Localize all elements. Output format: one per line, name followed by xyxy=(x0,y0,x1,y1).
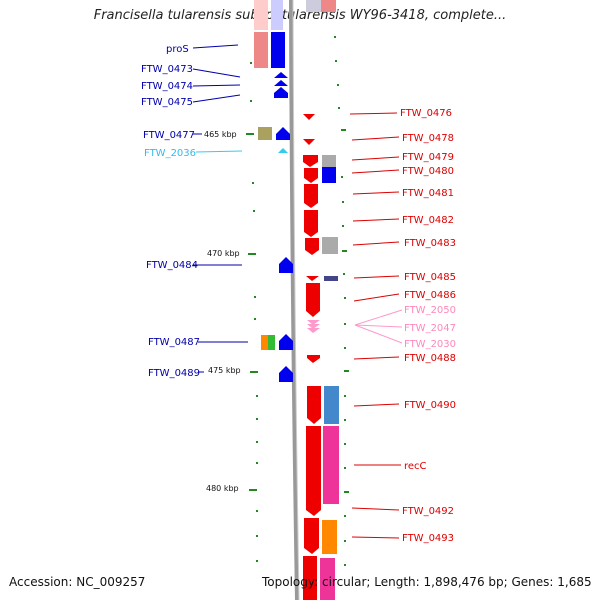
cds-ftw0487-b[interactable] xyxy=(268,335,275,350)
scale-label-470: 470 kbp xyxy=(207,249,240,258)
map-title: Francisella tularensis subsp. tularensis… xyxy=(93,8,507,23)
label-ftw2050[interactable]: FTW_2050 xyxy=(404,305,456,316)
gene-ftw0485[interactable] xyxy=(306,276,319,281)
gene-ftw0475[interactable] xyxy=(274,87,288,98)
right-connectors xyxy=(349,112,401,539)
gene-ftw0474[interactable] xyxy=(274,80,288,86)
scale-label-465: 465 kbp xyxy=(204,130,237,139)
gene-ftw0488[interactable] xyxy=(307,355,320,363)
gene-ftw0477[interactable] xyxy=(276,127,290,140)
label-ftw2036[interactable]: FTW_2036 xyxy=(144,148,196,159)
cds-ftw0485[interactable] xyxy=(324,276,338,281)
gene-ftw0490[interactable] xyxy=(307,386,321,424)
label-ftw0477[interactable]: FTW_0477 xyxy=(143,130,195,141)
left-connectors xyxy=(192,44,248,373)
label-recc[interactable]: recC xyxy=(404,461,427,472)
scale-label-475: 475 kbp xyxy=(208,366,241,375)
label-ftw0487[interactable]: FTW_0487 xyxy=(148,337,200,348)
label-ftw0478[interactable]: FTW_0478 xyxy=(402,133,454,144)
cds-bottom xyxy=(320,558,335,600)
backbone-arc-inner xyxy=(292,0,300,600)
gene-ftw0476[interactable] xyxy=(303,114,315,120)
gene-ftw0489[interactable] xyxy=(279,366,293,382)
gene-ftw0486[interactable] xyxy=(306,283,320,317)
gene-ftw0479[interactable] xyxy=(303,155,318,167)
gene-pros-top xyxy=(271,0,283,30)
reverse-features xyxy=(303,0,339,600)
forward-features xyxy=(254,0,293,382)
accession-text: Accession: NC_009257 xyxy=(9,575,146,589)
gene-ftw0473[interactable] xyxy=(274,72,288,78)
cds-pros[interactable] xyxy=(254,32,268,68)
label-ftw0489[interactable]: FTW_0489 xyxy=(148,368,200,379)
cds-ftw0490[interactable] xyxy=(324,386,339,424)
label-ftw0473[interactable]: FTW_0473 xyxy=(141,64,193,75)
label-ftw0486[interactable]: FTW_0486 xyxy=(404,290,456,301)
cds-ftw0480[interactable] xyxy=(322,167,336,183)
backbone-arc xyxy=(289,0,299,600)
cds-ftw0479[interactable] xyxy=(322,155,336,167)
label-ftw0488[interactable]: FTW_0488 xyxy=(404,353,456,364)
gene-ftw0482[interactable] xyxy=(304,210,318,237)
label-ftw0481[interactable]: FTW_0481 xyxy=(402,188,454,199)
label-ftw2047[interactable]: FTW_2047 xyxy=(404,323,456,334)
label-ftw2030[interactable]: FTW_2030 xyxy=(404,339,456,350)
label-ftw0492[interactable]: FTW_0492 xyxy=(402,506,454,517)
cds-ftw0487-a[interactable] xyxy=(261,335,268,350)
cds-top-a xyxy=(306,0,321,12)
gene-ftw0487[interactable] xyxy=(279,334,293,350)
gene-bottom xyxy=(303,556,317,600)
cds-top-b xyxy=(321,0,336,12)
trna-ftw2036[interactable] xyxy=(278,148,288,153)
label-ftw0482[interactable]: FTW_0482 xyxy=(402,215,454,226)
ncrna-ftw2050[interactable] xyxy=(307,320,320,325)
gene-ftw0492[interactable] xyxy=(304,518,319,554)
label-ftw0475[interactable]: FTW_0475 xyxy=(141,97,193,108)
gene-ftw0484[interactable] xyxy=(279,257,293,273)
label-pros[interactable]: proS xyxy=(166,44,189,55)
label-ftw0485[interactable]: FTW_0485 xyxy=(404,272,456,283)
gene-ftw0480[interactable] xyxy=(304,168,318,183)
gene-ftw0481[interactable] xyxy=(304,184,318,208)
cds-ftw0492[interactable] xyxy=(322,520,337,554)
label-ftw0474[interactable]: FTW_0474 xyxy=(141,81,193,92)
label-ftw0476[interactable]: FTW_0476 xyxy=(400,108,452,119)
gene-pros[interactable] xyxy=(271,32,285,68)
topology-text: Topology: circular; Length: 1,898,476 bp… xyxy=(262,575,592,589)
cds-pros-top xyxy=(254,0,268,30)
label-ftw0484[interactable]: FTW_0484 xyxy=(146,260,198,271)
cds-ftw0483[interactable] xyxy=(322,237,338,254)
scale-label-480: 480 kbp xyxy=(206,484,239,493)
label-ftw0490[interactable]: FTW_0490 xyxy=(404,400,456,411)
gene-recc[interactable] xyxy=(306,426,321,516)
label-ftw0479[interactable]: FTW_0479 xyxy=(402,152,454,163)
connector-ftw2036 xyxy=(195,150,243,153)
ncrna-connectors xyxy=(354,309,403,344)
label-ftw0480[interactable]: FTW_0480 xyxy=(402,166,454,177)
ncrna-ftw2047[interactable] xyxy=(307,324,320,329)
label-ftw0483[interactable]: FTW_0483 xyxy=(404,238,456,249)
label-ftw0493[interactable]: FTW_0493 xyxy=(402,533,454,544)
cds-ftw0477[interactable] xyxy=(258,127,272,140)
gene-ftw0478[interactable] xyxy=(303,139,315,145)
ncrna-ftw2030[interactable] xyxy=(307,328,320,333)
tick-marks xyxy=(246,36,349,566)
cds-recc[interactable] xyxy=(323,426,339,504)
gene-ftw0483[interactable] xyxy=(305,238,319,255)
